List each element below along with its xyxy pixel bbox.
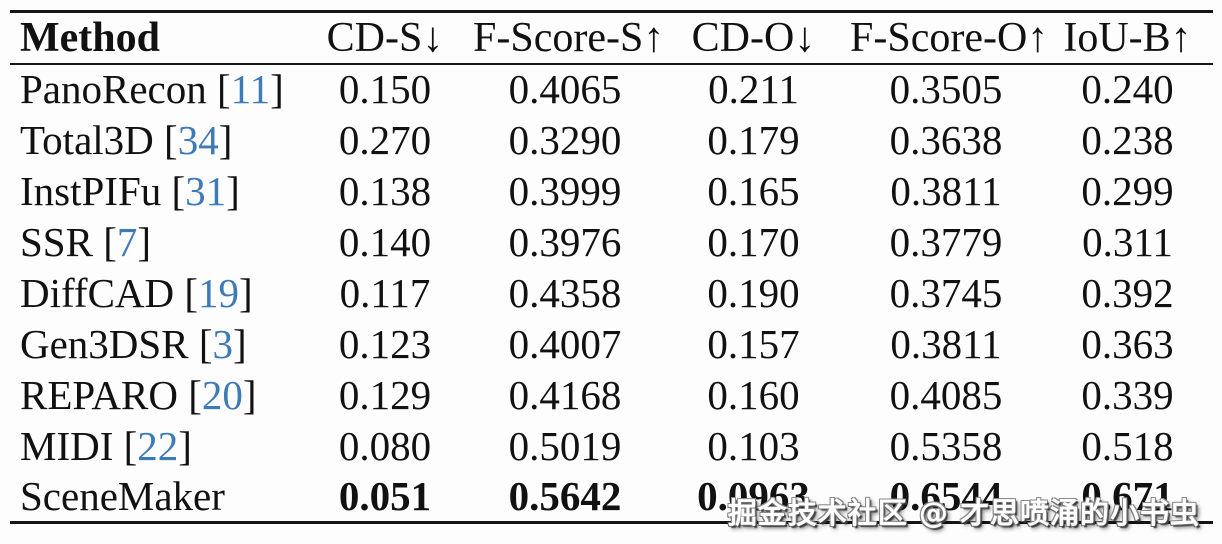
method-name: REPARO [20,371,178,418]
table-row: InstPIFu [31] 0.138 0.3999 0.165 0.3811 0.299 [10,166,1213,217]
value-cell: 0.339 [1081,371,1174,418]
table-row: Gen3DSR [3] 0.123 0.4007 0.157 0.3811 0.363 [10,319,1213,370]
value-cell: 0.270 [338,116,432,163]
value-cell: 0.3999 [508,167,622,214]
value-cell: 0.138 [338,167,432,214]
value-cell: 0.129 [338,371,432,418]
col-header-iou-b: IoU-B↑ [1063,14,1192,61]
value-cell: 0.3290 [508,116,622,163]
value-cell: 0.3976 [508,218,622,265]
method-cell: MIDI [22] [20,422,192,469]
method-cell: DiffCAD [19] [20,269,253,316]
value-cell: 0.4065 [508,66,622,112]
value-cell: 0.3779 [889,218,1003,265]
citation-link[interactable]: 11 [230,66,271,112]
value-cell: 0.671 [1081,472,1174,519]
citation-link[interactable]: 7 [116,218,138,265]
table-row: SSR [7] 0.140 0.3976 0.170 0.3779 0.311 [10,217,1213,268]
method-name: Total3D [20,116,154,163]
value-cell: 0.238 [1081,116,1174,163]
value-cell: 0.3811 [890,320,1002,367]
method-cell: REPARO [20] [20,371,257,418]
value-cell: 0.3811 [890,167,1002,214]
header-row: Method CD-S↓ F-Score-S↑ CD-O↓ F-Score-O↑… [10,12,1213,64]
method-cell: Gen3DSR [3] [20,320,247,367]
method-cell: Total3D [34] [20,116,233,163]
col-header-cd-s: CD-S↓ [326,14,444,61]
value-cell: 0.3745 [889,269,1003,316]
value-cell: 0.211 [708,66,799,112]
watermark-text: 掘金技术社区 @ 才思喷涌的小书虫 [727,496,1200,530]
method-name: PanoRecon [20,66,207,112]
citation-link[interactable]: 3 [212,320,233,367]
method-name: Gen3DSR [20,320,189,367]
value-cell: 0.190 [707,269,800,316]
method-cell: SceneMaker [10,472,297,523]
citation-link[interactable]: 31 [185,167,227,214]
citation-link[interactable]: 22 [137,422,179,469]
value-cell: 0.6544 [889,472,1003,519]
method-cell: SSR [7] [20,218,152,265]
value-cell: 0.311 [1082,218,1173,265]
value-cell: 0.170 [707,218,800,265]
value-cell: 0.103 [707,422,800,469]
value-cell: 0.4168 [508,371,622,418]
results-table: Method CD-S↓ F-Score-S↑ CD-O↓ F-Score-O↑… [10,10,1213,524]
method-name: SSR [20,218,93,265]
col-header-fscore-o: F-Score-O↑ [850,14,1049,61]
col-header-method: Method [20,14,160,61]
value-cell: 0.518 [1081,422,1174,469]
method-name: InstPIFu [20,167,162,214]
value-cell: 0.4358 [508,269,622,316]
value-cell: 0.5019 [508,422,622,469]
value-cell: 0.240 [1081,66,1174,112]
method-name: DiffCAD [20,269,175,316]
value-cell: 0.160 [707,371,800,418]
table-row: SceneMaker 0.051 0.5642 0.0963 0.6544 0.671 [10,472,1213,523]
citation-link[interactable]: 34 [177,116,219,163]
table-row: DiffCAD [19] 0.117 0.4358 0.190 0.3745 0.392 [10,268,1213,319]
method-cell: PanoRecon [11] [20,66,284,112]
value-cell: 0.140 [338,218,432,265]
value-cell: 0.5642 [508,472,622,519]
value-cell: 0.179 [707,116,800,163]
col-header-fscore-s: F-Score-S↑ [473,14,665,61]
value-cell: 0.117 [339,269,431,316]
method-name: SceneMaker [20,472,225,519]
value-cell: 0.3638 [889,116,1003,163]
value-cell: 0.5358 [889,422,1003,469]
citation-link[interactable]: 19 [198,269,240,316]
table-row: Total3D [34] 0.270 0.3290 0.179 0.3638 0.238 [10,115,1213,166]
table-row: MIDI [22] 0.080 0.5019 0.103 0.5358 0.518 [10,421,1213,472]
citation-link[interactable]: 20 [201,371,243,418]
value-cell: 0.392 [1081,269,1174,316]
value-cell: 0.4085 [889,371,1003,418]
value-cell: 0.299 [1081,167,1174,214]
value-cell: 0.051 [338,472,432,519]
table-row: PanoRecon [11] 0.150 0.4065 0.211 0.3505 0.24… [10,64,1213,115]
value-cell: 0.157 [707,320,800,367]
value-cell: 0.123 [338,320,432,367]
method-cell: InstPIFu [31] [20,167,240,214]
value-cell: 0.0963 [697,472,810,519]
col-header-cd-o: CD-O↓ [691,14,816,61]
table-row: REPARO [20] 0.129 0.4168 0.160 0.4085 0.339 [10,370,1213,421]
value-cell: 0.3505 [889,66,1003,112]
value-cell: 0.165 [707,167,800,214]
value-cell: 0.4007 [508,320,622,367]
value-cell: 0.150 [338,66,432,112]
value-cell: 0.363 [1081,320,1174,367]
method-name: MIDI [20,422,114,469]
value-cell: 0.080 [338,422,432,469]
